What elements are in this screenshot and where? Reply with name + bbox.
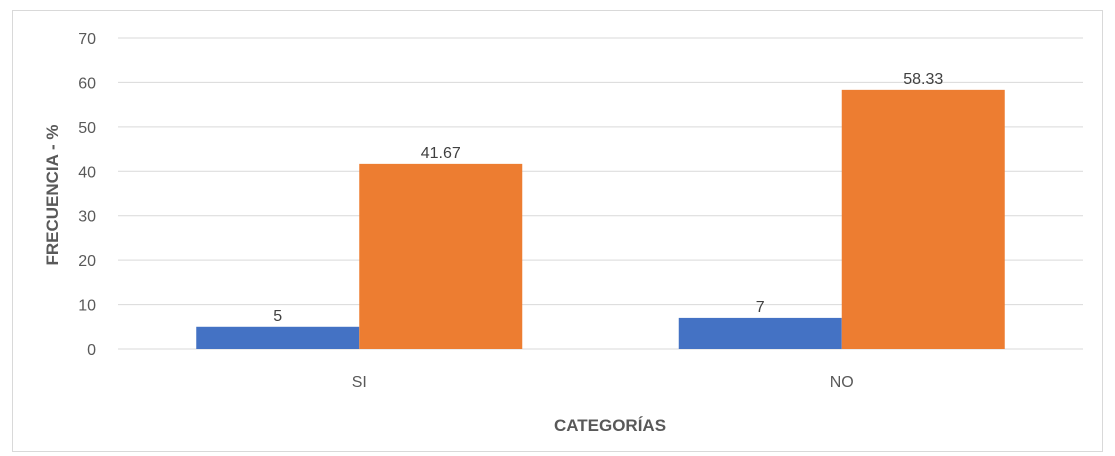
bar-no-series-2 (841, 89, 1005, 349)
data-labels: 5 41.67 7 58.33 (273, 71, 943, 325)
y-axis-title: FRECUENCIA - % (43, 124, 62, 265)
bars (196, 89, 1005, 349)
y-axis-ticks: 0 10 20 30 40 50 60 70 (78, 31, 96, 359)
data-label: 58.33 (903, 71, 943, 88)
y-tick-label: 60 (78, 75, 96, 92)
bar-si-series-1 (196, 326, 360, 349)
x-tick-label: NO (830, 374, 854, 391)
x-axis-ticks: SI NO (352, 374, 854, 391)
data-label: 41.67 (421, 145, 461, 162)
y-tick-label: 70 (78, 31, 96, 48)
y-tick-label: 40 (78, 164, 96, 181)
data-label: 7 (756, 299, 765, 316)
y-tick-label: 30 (78, 209, 96, 226)
x-axis-title: CATEGORÍAS (554, 416, 666, 435)
bar-no-series-1 (678, 317, 842, 349)
data-label: 5 (273, 308, 282, 325)
bar-si-series-2 (359, 163, 523, 349)
y-tick-label: 20 (78, 253, 96, 270)
y-tick-label: 50 (78, 120, 96, 137)
y-tick-label: 10 (78, 298, 96, 315)
y-tick-label: 0 (87, 342, 96, 359)
x-tick-label: SI (352, 374, 367, 391)
